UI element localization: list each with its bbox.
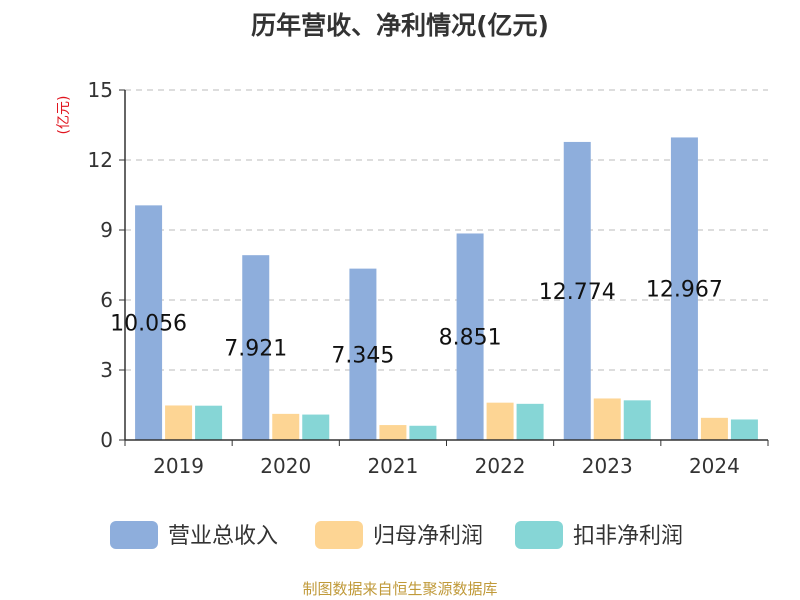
legend-label: 营业总收入 [168,524,278,549]
bar [349,268,377,440]
y-tick-label: 0 [100,428,113,452]
bar [409,425,437,440]
bar [135,205,163,440]
bars [135,137,758,441]
legend-label: 扣非净利润 [573,524,683,549]
bar [730,419,758,440]
data-label: 10.056 [110,312,187,337]
bar [593,398,621,440]
data-label: 8.851 [439,326,502,351]
x-tick-label: 2021 [367,454,418,478]
y-axis-unit-label: (亿元) [56,96,72,135]
bar [272,413,300,440]
x-tick-label: 2024 [689,454,740,478]
bar [165,405,193,440]
bar [486,402,514,440]
bar [379,425,407,440]
data-label: 12.967 [646,278,723,303]
grid-lines [125,89,768,371]
source-note: 制图数据来自恒生聚源数据库 [302,580,498,598]
bar [456,233,484,440]
bar [700,417,728,440]
chart-title: 历年营收、净利情况(亿元) [251,11,549,40]
bar [195,405,223,440]
x-tick-label: 2020 [260,454,311,478]
legend-label: 归母净利润 [373,524,483,549]
axes: 0 3 6 9 12 15 2019 2020 2021 2022 2023 2024 [88,78,769,478]
y-tick-label: 3 [100,358,113,382]
data-label: 7.921 [224,337,287,362]
data-labels: 10.056 7.921 7.345 8.851 12.774 12.967 [110,278,723,369]
bar [670,137,698,441]
x-tick-label: 2022 [475,454,526,478]
data-label: 7.345 [331,343,394,368]
legend: 营业总收入 归母净利润 扣非净利润 [110,521,683,549]
legend-swatch [515,521,563,549]
bar [623,400,651,440]
bar [242,255,270,440]
y-tick-label: 6 [100,288,113,312]
legend-swatch [315,521,363,549]
x-tick-label: 2023 [582,454,633,478]
legend-swatch [110,521,158,549]
y-tick-label: 12 [88,148,113,172]
y-tick-label: 9 [100,218,113,242]
bar [563,141,591,440]
y-tick-label: 15 [88,78,113,102]
data-label: 12.774 [539,280,616,305]
bar [302,414,330,440]
bar [516,403,544,440]
x-tick-label: 2019 [153,454,204,478]
